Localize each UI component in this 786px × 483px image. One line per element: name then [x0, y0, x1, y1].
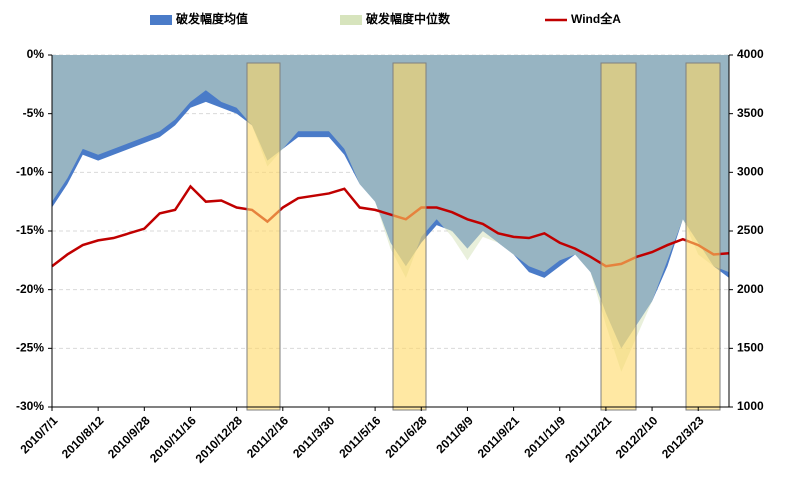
x-tick-label: 2011/6/28 [382, 413, 429, 460]
y-tick-label: -25% [16, 341, 44, 355]
y-tick-label: 0% [27, 47, 45, 61]
x-tick-label: 2010/7/1 [17, 413, 60, 456]
x-tick-label: 2011/8/9 [433, 413, 476, 456]
highlight-band [685, 62, 721, 411]
legend-swatch [340, 15, 362, 25]
x-tick-label: 2011/5/16 [336, 413, 383, 460]
x-tick-label: 2011/12/21 [562, 413, 614, 465]
y-tick-label: -5% [23, 106, 45, 120]
y-tick-label: -15% [16, 223, 44, 237]
y2-tick-label: 2500 [737, 223, 764, 237]
legend-label: Wind全A [571, 11, 621, 26]
x-tick-label: 2011/9/21 [475, 413, 522, 460]
y-tick-label: -10% [16, 165, 44, 179]
x-tick-label: 2011/3/30 [290, 413, 337, 460]
y2-tick-label: 2000 [737, 282, 764, 296]
x-tick-label: 2010/11/16 [147, 413, 199, 465]
y-tick-label: -20% [16, 282, 44, 296]
y-tick-label: -30% [16, 399, 44, 413]
legend-label: 破发幅度中位数 [366, 11, 451, 26]
y2-tick-label: 3000 [737, 165, 764, 179]
y2-tick-label: 1000 [737, 399, 764, 413]
highlight-band [600, 62, 637, 411]
highlight-band [392, 62, 427, 411]
x-tick-label: 2010/12/28 [193, 413, 246, 466]
legend-swatch [150, 15, 172, 25]
x-tick-label: 2010/8/12 [59, 413, 107, 461]
legend-label: 破发幅度均值 [176, 11, 248, 26]
x-tick-label: 2010/9/28 [105, 413, 153, 461]
x-tick-label: 2011/11/9 [521, 413, 568, 460]
y2-tick-label: 4000 [737, 47, 764, 61]
highlight-band [246, 62, 281, 411]
y2-tick-label: 1500 [737, 341, 764, 355]
x-tick-label: 2012/3/23 [659, 413, 707, 461]
y2-tick-label: 3500 [737, 106, 764, 120]
x-tick-label: 2011/2/16 [244, 413, 291, 460]
x-tick-label: 2012/2/10 [613, 413, 661, 461]
